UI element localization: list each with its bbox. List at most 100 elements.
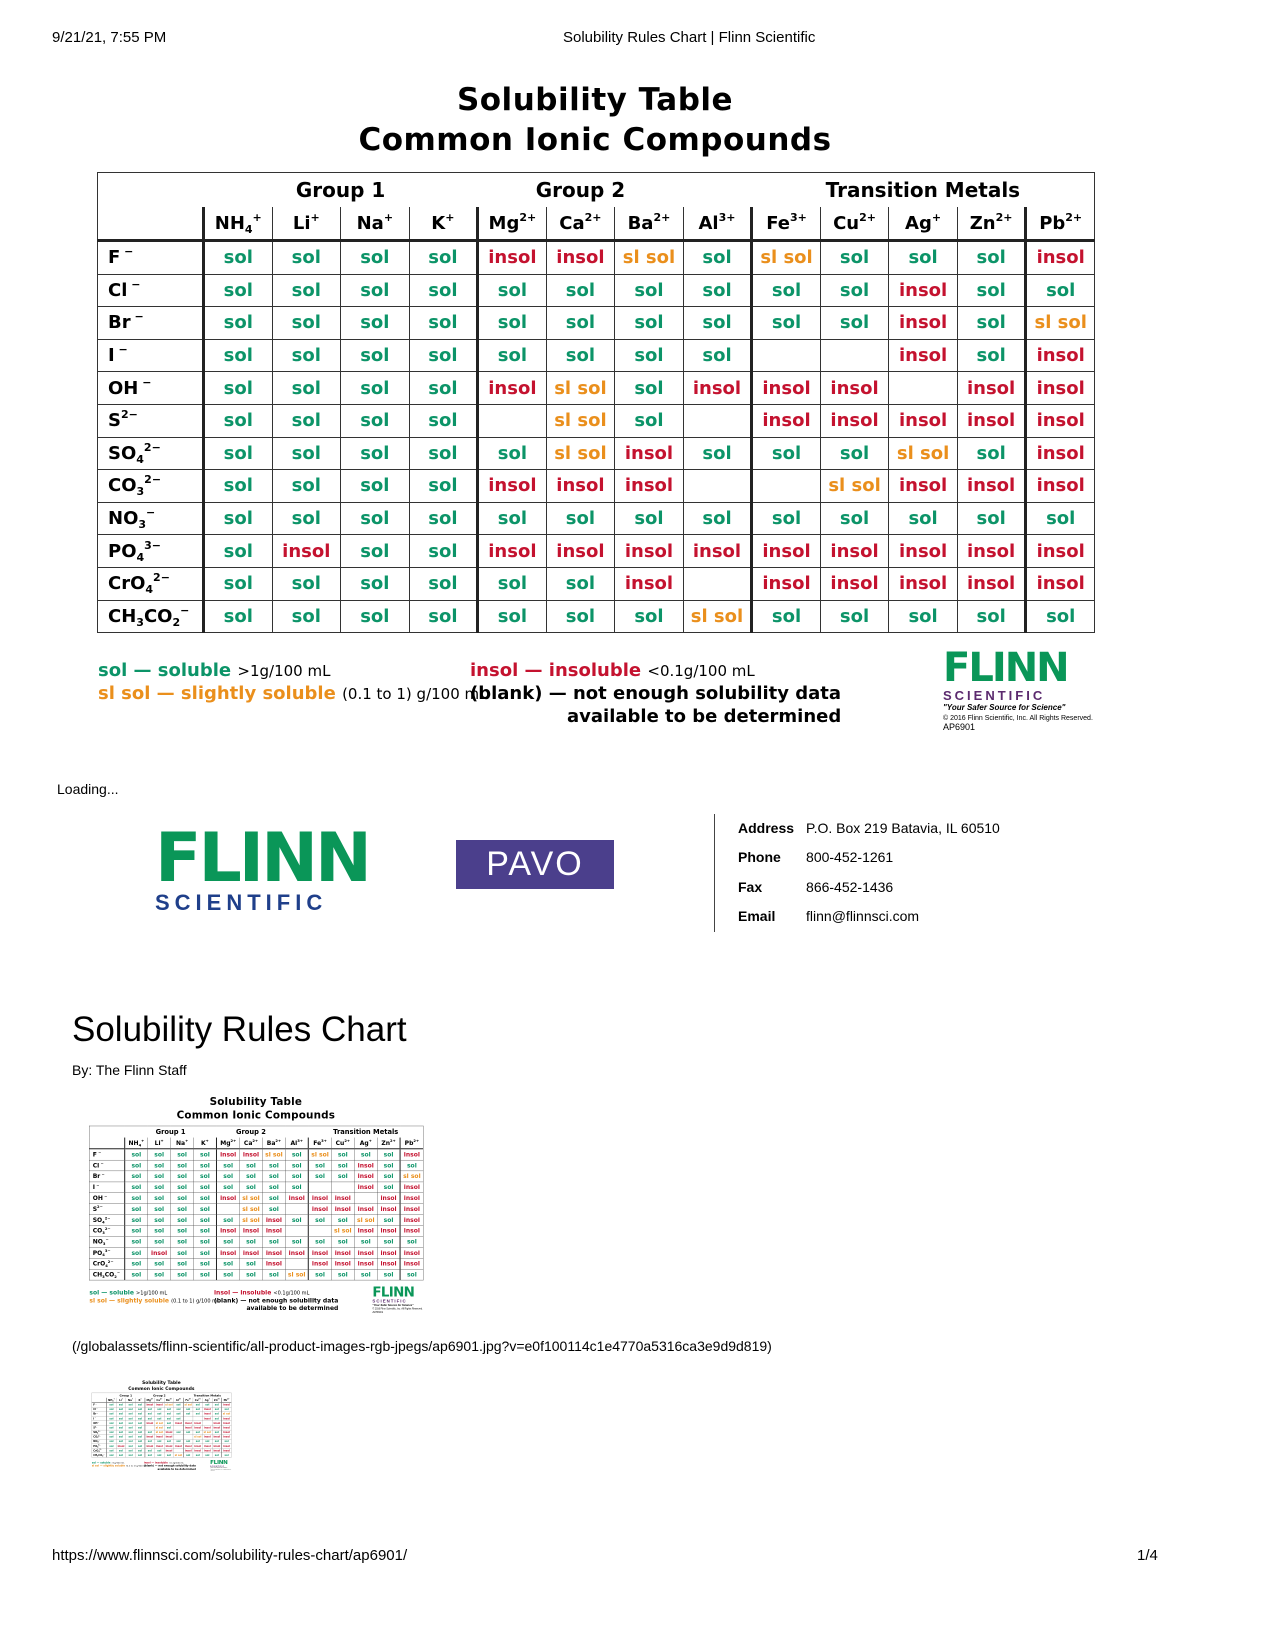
solubility-cell: sol xyxy=(819,240,890,275)
cation-header: Pb2+ xyxy=(221,1397,232,1403)
solubility-cell: insol xyxy=(819,534,890,568)
solubility-cell: insol xyxy=(377,1203,401,1215)
group-label: Transition Metals xyxy=(751,172,1095,207)
anion-label: Br − xyxy=(97,306,204,340)
legend-sl-sol: sl sol — slightly soluble (0.1 to 1) g/1… xyxy=(91,1464,147,1468)
anion-row: F − sol sol sol sol insol insol sl sol sol sl sol… xyxy=(97,240,1095,275)
anion-label: F − xyxy=(89,1148,125,1161)
solubility-cell: insol xyxy=(262,1258,286,1270)
legend-right: insol — insoluble <0.1g/100 mL (blank) —… xyxy=(214,1289,338,1311)
poster-title: Solubility Table Common Ionic Compounds xyxy=(90,1380,240,1391)
solubility-cell: sol xyxy=(193,1236,217,1248)
solubility-cell xyxy=(307,1225,332,1237)
solubility-cell: sol xyxy=(124,1148,148,1161)
solubility-cell: sol xyxy=(545,566,616,601)
solubility-cell: sol xyxy=(144,1452,155,1458)
solubility-cell: sol xyxy=(750,436,821,471)
cation-header: Mg2+ xyxy=(144,1397,155,1403)
solubility-cell: sol xyxy=(285,1148,309,1161)
solubility-cell: sol xyxy=(212,1452,222,1458)
solubility-cell: sol xyxy=(377,1236,401,1248)
cation-header: Na+ xyxy=(340,207,410,242)
solubility-cell: sol xyxy=(202,534,273,568)
solubility-cell: sol xyxy=(124,1225,148,1237)
contact-row: Phone 800-452-1261 xyxy=(738,843,1012,873)
solubility-cell: sol xyxy=(819,599,890,634)
solubility-cell: insol xyxy=(1024,436,1095,471)
contact-label: Phone xyxy=(738,849,781,866)
solubility-cell: insol xyxy=(888,469,958,503)
solubility-cell: insol xyxy=(239,1225,263,1237)
solubility-cell: sol xyxy=(1024,599,1095,634)
solubility-cell: insol xyxy=(956,371,1027,405)
solubility-cell: sol xyxy=(193,1247,217,1259)
cation-header: Ca2+ xyxy=(239,1137,263,1150)
solubility-cell: insol xyxy=(399,1258,424,1270)
cation-header: Ag+ xyxy=(354,1137,378,1150)
solubility-cell: insol xyxy=(819,403,890,438)
poster-title: Solubility Table Common Ionic Compounds xyxy=(0,80,1190,160)
solubility-cell: sol xyxy=(956,436,1027,471)
poster-flinn-logo: FLINN SCIENTIFIC "Your Safer Source for … xyxy=(943,645,1093,732)
solubility-cell: sol xyxy=(476,501,547,536)
solubility-cell: sol xyxy=(285,1159,309,1172)
chart-thumbnail-small[interactable]: Solubility Table Common Ionic Compounds … xyxy=(90,1380,240,1478)
solubility-cell: sol xyxy=(124,1181,148,1193)
anion-row: Cl − sol sol sol sol sol sol sol sol sol sol insol s… xyxy=(89,1159,424,1172)
solubility-cell: sol xyxy=(285,1236,309,1248)
legend-right: insol — insoluble <0.1g/100 mL (blank) —… xyxy=(144,1461,196,1470)
flinn-logo[interactable]: FLINN SCIENTIFIC xyxy=(155,819,372,916)
solubility-cell: insol xyxy=(956,469,1027,503)
anion-row: CO32− sol sol sol sol insol insol insol sl sol in… xyxy=(97,469,1095,503)
solubility-cell: sol xyxy=(135,1452,146,1458)
solubility-cell xyxy=(888,371,958,405)
solubility-cell: sol xyxy=(147,1236,171,1248)
pavo-logo[interactable]: PAVO xyxy=(456,840,614,889)
group-label: Group 2 xyxy=(477,172,684,207)
cation-header: Ba2+ xyxy=(164,1397,174,1403)
solubility-cell: sol xyxy=(147,1159,171,1172)
solubility-cell: sol xyxy=(216,1258,240,1270)
anion-row: SO42− sol sol sol sol sol sl sol insol sol sol sol… xyxy=(91,1429,232,1435)
solubility-cell: insol xyxy=(682,371,753,405)
solubility-cell: insol xyxy=(399,1148,424,1161)
solubility-cell: sol xyxy=(192,1452,203,1458)
solubility-cell: sol xyxy=(331,1148,355,1161)
solubility-cell: sol xyxy=(144,1416,155,1421)
solubility-cell: sl sol xyxy=(545,436,616,471)
solubility-cell: sol xyxy=(819,273,890,308)
solubility-cell: sol xyxy=(271,273,342,308)
cation-header: Cu2+ xyxy=(192,1397,203,1403)
solubility-cell: sol xyxy=(125,1452,136,1458)
anion-row: I − sol sol sol sol sol sol sol sol insol sol insol xyxy=(89,1181,424,1193)
contact-value[interactable]: flinn@flinnsci.com xyxy=(806,908,920,925)
solubility-cell: insol xyxy=(354,1170,378,1183)
solubility-cell xyxy=(331,1181,355,1193)
group-label: Group 2 xyxy=(144,1392,174,1398)
solubility-cell: sol xyxy=(285,1214,309,1226)
solubility-cell: insol xyxy=(888,566,958,601)
solubility-cell: sol xyxy=(193,1214,217,1226)
solubility-cell xyxy=(682,469,753,503)
solubility-cell: sol xyxy=(340,240,410,275)
solubility-cell: sol xyxy=(545,599,616,634)
solubility-cell xyxy=(682,403,753,438)
print-title: Solubility Rules Chart | Flinn Scientifi… xyxy=(563,29,816,46)
contact-info: Address P.O. Box 219 Batavia, IL 60510 Pho… xyxy=(738,813,1012,931)
solubility-cell: sol xyxy=(408,273,479,308)
cation-header: Ba2+ xyxy=(614,207,684,242)
anion-row: S2− sol sol sol sol sl sol sol insol insol insol i… xyxy=(89,1203,424,1215)
chart-thumbnail-large[interactable]: Solubility Table Common Ionic Compounds … xyxy=(85,1095,435,1325)
solubility-cell: insol xyxy=(285,1192,309,1204)
solubility-cell: sol xyxy=(124,1214,148,1226)
anion-label: SO42− xyxy=(97,436,204,471)
solubility-cell: sol xyxy=(1024,501,1095,536)
contact-value: 800-452-1261 xyxy=(806,849,894,866)
solubility-cell: insol xyxy=(1024,534,1095,568)
solubility-cell: insol xyxy=(1024,469,1095,503)
solubility-cell: sol xyxy=(193,1203,217,1215)
anion-row: CrO42− sol sol sol sol sol sol insol insol insol i… xyxy=(89,1258,424,1270)
solubility-cell: insol xyxy=(888,306,958,340)
solubility-cell: sl sol xyxy=(239,1203,263,1215)
solubility-cell: insol xyxy=(1024,403,1095,438)
